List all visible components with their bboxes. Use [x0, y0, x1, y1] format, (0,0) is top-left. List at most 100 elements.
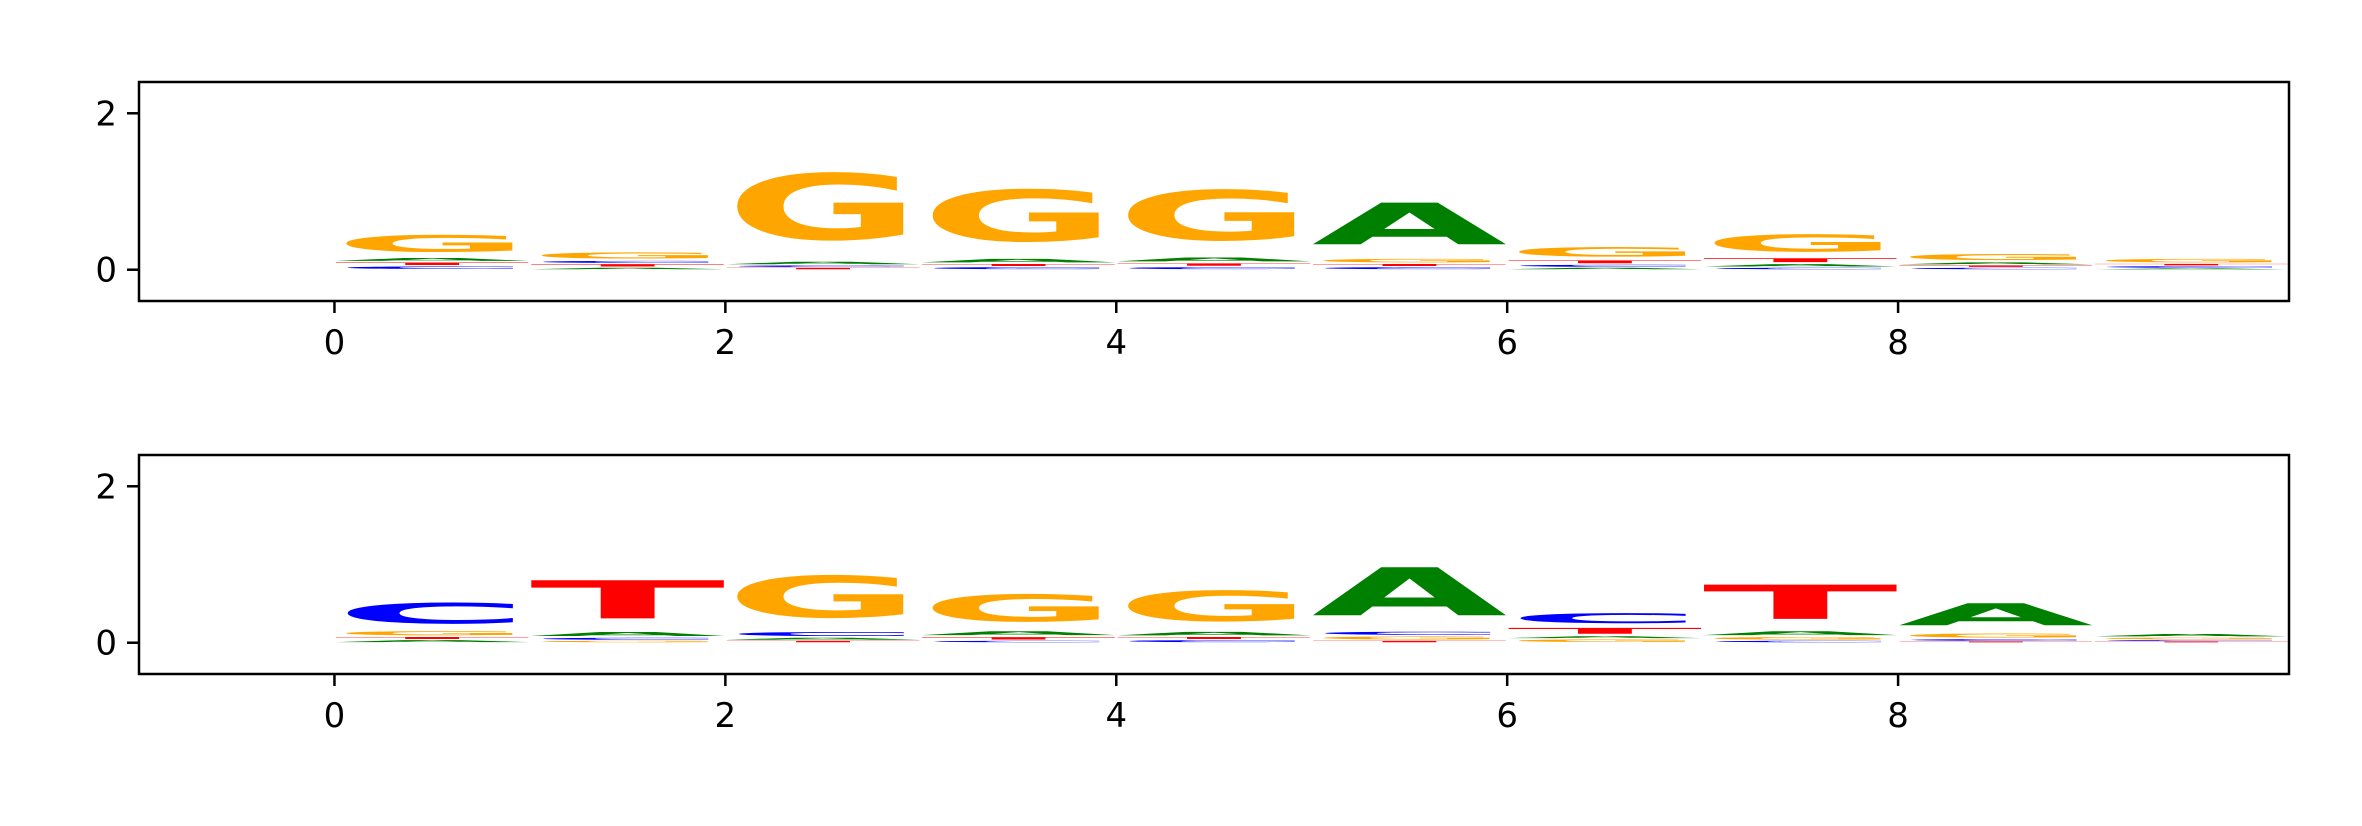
logo-letter-A: A — [1116, 631, 1311, 636]
logo-letter-T: T — [2094, 263, 2289, 265]
logo-letter-G: G — [530, 251, 725, 260]
logo-letter-G: G — [1116, 583, 1311, 631]
logo-letter-G: G — [334, 630, 529, 636]
logo-letter-T: T — [921, 636, 1116, 640]
x-tick-label: 8 — [1887, 323, 1909, 363]
logo-letter-C: C — [1507, 264, 1702, 267]
logo-letter-A: A — [1898, 262, 2093, 265]
y-tick-label: 0 — [95, 624, 117, 664]
logo-letter-C: C — [530, 260, 725, 263]
x-tick-label: 2 — [715, 323, 737, 363]
logo-letter-G: G — [1312, 636, 1507, 641]
logo-letter-G: G — [2094, 637, 2289, 639]
logo-letter-C: C — [334, 597, 529, 630]
logo-letter-T: T — [1898, 641, 2093, 643]
logo-letter-G: G — [1312, 258, 1507, 263]
logo-letter-T: T — [1507, 260, 1702, 265]
logo-letter-A: A — [1898, 597, 2093, 632]
logo-letter-G: G — [1898, 252, 2093, 261]
logo-letter-G: G — [1898, 633, 2093, 639]
logo-letter-G: G — [334, 231, 529, 258]
logo-letter-C: C — [921, 267, 1116, 270]
logo-letter-G: G — [1507, 245, 1702, 260]
logo-letter-T: T — [2094, 641, 2289, 643]
logo-letter-G: G — [1116, 177, 1311, 257]
logo-letter-T: T — [1116, 263, 1311, 267]
logo-letter-T: T — [921, 263, 1116, 266]
logo-letter-G: G — [530, 640, 725, 642]
x-tick-label: 0 — [324, 696, 346, 736]
logo-letter-A: A — [1703, 630, 1898, 636]
logo-letter-C: C — [2094, 266, 2289, 268]
logo-letter-C: C — [921, 640, 1116, 642]
logo-panel-1: CTAGATCGTCAGCTAGCTAGCTGAACTGCATGCTAGACTG… — [95, 80, 2291, 363]
logo-letter-A: A — [921, 258, 1116, 263]
logo-letter-A: A — [334, 640, 529, 643]
logo-letter-A: A — [2094, 633, 2289, 637]
logo-letter-A: A — [1507, 267, 1702, 269]
logo-panel-2: ATGCGCATTACGCTAGCTAGTGCAGATCCGATTCGATCGA… — [95, 453, 2291, 736]
logo-letter-A: A — [1116, 256, 1311, 262]
logo-letter-A: A — [1312, 192, 1507, 258]
logo-letter-G: G — [2094, 258, 2289, 263]
logo-letter-T: T — [334, 262, 529, 266]
logo-letter-T: T — [1312, 640, 1507, 642]
logo-letter-C: C — [1312, 267, 1507, 270]
logo-letter-A: A — [334, 257, 529, 262]
logo-letter-T: T — [334, 636, 529, 639]
x-tick-label: 0 — [324, 323, 346, 363]
logo-letter-C: C — [725, 265, 920, 267]
logo-letter-T: T — [725, 267, 920, 269]
logo-letter-A: A — [1312, 554, 1507, 631]
logo-letter-C: C — [1703, 640, 1898, 642]
logo-letter-C: C — [334, 266, 529, 270]
logo-letter-G: G — [921, 587, 1116, 630]
logo-letter-T: T — [1703, 257, 1898, 263]
logo-letter-C: C — [1898, 639, 2093, 641]
x-tick-label: 2 — [715, 696, 737, 736]
logo-letter-C: C — [1703, 267, 1898, 269]
logo-letter-A: A — [1507, 636, 1702, 639]
logo-letter-A: A — [530, 631, 725, 637]
x-tick-label: 8 — [1887, 696, 1909, 736]
logo-letter-G: G — [1703, 636, 1898, 640]
x-tick-label: 6 — [1496, 323, 1518, 363]
logo-letter-C: C — [1898, 267, 2093, 269]
logo-letter-A: A — [1703, 263, 1898, 267]
logo-letter-T: T — [1116, 636, 1311, 639]
logo-letter-T: T — [725, 640, 920, 642]
logo-letter-C: C — [1116, 640, 1311, 643]
x-tick-label: 6 — [1496, 696, 1518, 736]
logo-letter-T: T — [1507, 626, 1702, 635]
logo-letter-A: A — [725, 637, 920, 640]
logo-letter-G: G — [1507, 639, 1702, 643]
axes-frame — [137, 453, 2291, 676]
logo-letter-A: A — [725, 261, 920, 265]
logo-letter-G: G — [1703, 230, 1898, 257]
logo-letter-C: C — [530, 637, 725, 640]
y-tick-label: 0 — [95, 251, 117, 291]
logo-letter-A: A — [2094, 268, 2289, 270]
logo-letter-C: C — [2094, 640, 2289, 642]
logo-letter-C: C — [1312, 631, 1507, 636]
logo-letter-T: T — [1312, 263, 1507, 266]
logo-letter-C: C — [1116, 267, 1311, 270]
x-tick-label: 4 — [1105, 323, 1127, 363]
x-tick-label: 4 — [1105, 696, 1127, 736]
logo-letter-G: G — [725, 156, 920, 261]
logo-letter-G: G — [921, 176, 1116, 258]
logo-letter-T: T — [1703, 575, 1898, 630]
y-tick-label: 2 — [95, 94, 117, 134]
logo-letter-A: A — [530, 267, 725, 269]
y-tick-label: 2 — [95, 467, 117, 507]
logo-letter-A: A — [921, 630, 1116, 636]
logo-letter-T: T — [1898, 265, 2093, 267]
logo-letter-C: C — [1507, 611, 1702, 627]
logo-letter-T: T — [530, 570, 725, 631]
logo-letter-T: T — [530, 263, 725, 267]
axes-frame — [137, 80, 2291, 303]
logo-letter-C: C — [725, 631, 920, 637]
